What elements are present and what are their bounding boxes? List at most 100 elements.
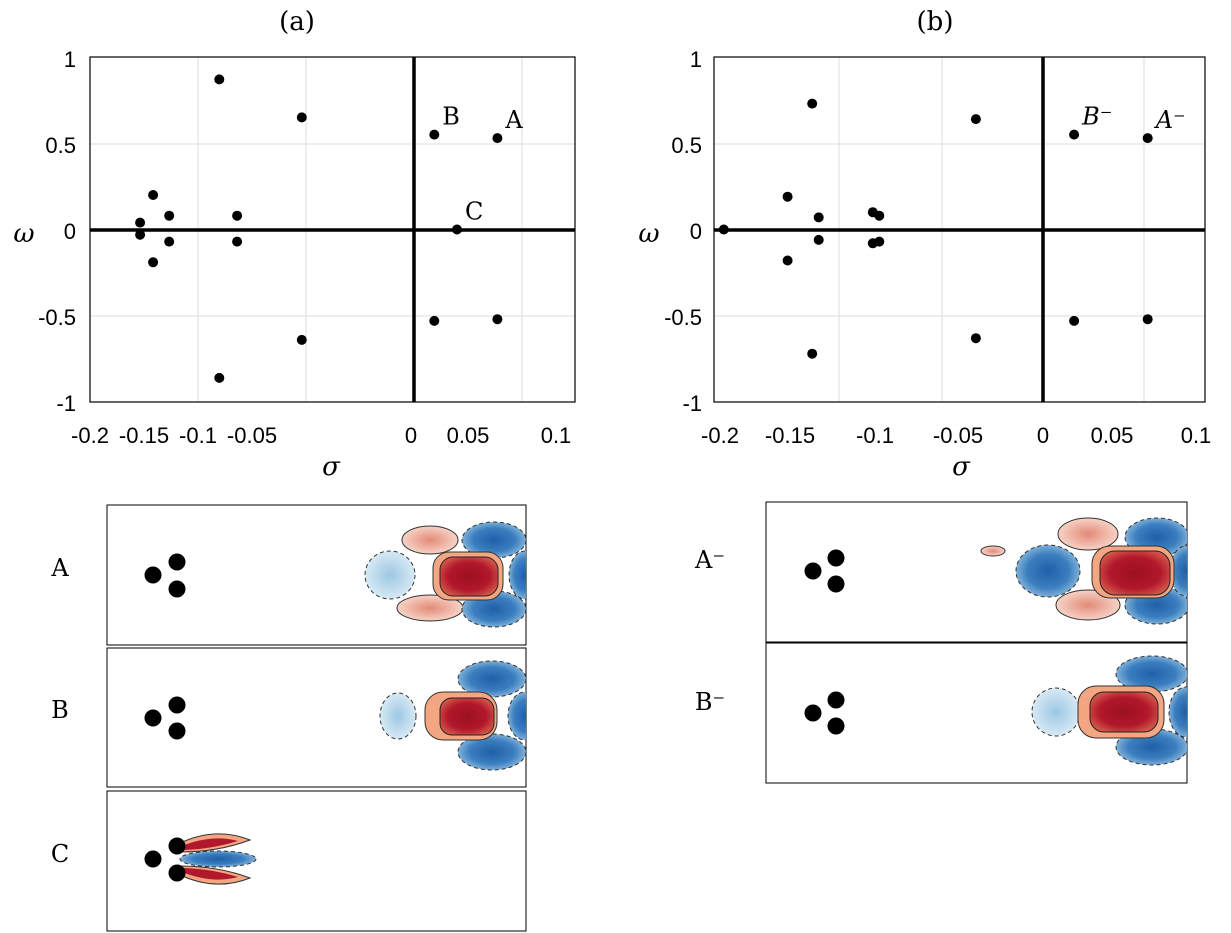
chart-a-ytick-label: -0.5 xyxy=(38,305,76,330)
chart-a-xlabel: σ xyxy=(322,452,341,482)
chart-a-point xyxy=(429,129,440,140)
chart-a-point xyxy=(214,372,225,383)
chart-a-point xyxy=(492,133,503,144)
cylinder xyxy=(144,566,162,584)
chart-b-point xyxy=(1142,133,1153,144)
chart-a-point xyxy=(135,229,146,240)
chart-a-point xyxy=(296,112,307,123)
cylinder xyxy=(168,837,186,855)
chart-a-point-label: B xyxy=(442,103,460,131)
mode-b-minus-panel: B⁻ xyxy=(695,642,1188,784)
cylinder xyxy=(168,864,186,882)
chart-b-xtick-label: -0.1 xyxy=(856,423,894,448)
mode-b-panel: B xyxy=(51,647,527,788)
chart-a-xtick-label: 0.1 xyxy=(541,423,572,448)
chart-b-point xyxy=(970,333,981,344)
mode-c-label: C xyxy=(51,840,69,868)
chart-a-xtick-label: -0.1 xyxy=(179,423,217,448)
mode-a-minus-field xyxy=(980,517,1187,625)
chart-a-xtick-label: 0.05 xyxy=(447,423,490,448)
chart-b-point xyxy=(874,210,885,221)
chart-b-point xyxy=(807,348,818,359)
mode-a-minus-frame xyxy=(765,501,1188,643)
chart-a-xtick-label: -0.15 xyxy=(119,423,169,448)
chart-b-point xyxy=(1142,314,1153,325)
mode-c-field xyxy=(177,833,257,885)
chart-a-yticks: 1 0.5 0 -0.5 -1 xyxy=(38,47,76,416)
mode-a-minus-label: A⁻ xyxy=(694,546,725,574)
chart-b-point-label: B⁻ xyxy=(1081,103,1112,131)
chart-a: (a) -0.2 -0.15 -0.1 -0.05 0 0.05 0.1 1 0… xyxy=(13,7,576,482)
chart-a-point xyxy=(492,314,503,325)
cylinder xyxy=(144,709,162,727)
mode-a-label: A xyxy=(50,554,69,582)
mode-b-minus-label: B⁻ xyxy=(695,688,725,716)
chart-b: (b) -0.2 -0.15 -0.1 -0.05 0 0.05 0.1 1 0… xyxy=(638,7,1211,482)
mode-b-label: B xyxy=(51,696,69,724)
chart-a-xticks: -0.2 -0.15 -0.1 -0.05 0 0.05 0.1 xyxy=(71,423,571,448)
chart-b-xtick-label: -0.2 xyxy=(701,423,739,448)
mode-a-minus-panel: A⁻ xyxy=(694,501,1188,643)
chart-a-ytick-label: 0 xyxy=(64,219,76,244)
chart-b-xticks: -0.2 -0.15 -0.1 -0.05 0 0.05 0.1 xyxy=(701,423,1211,448)
chart-a-point xyxy=(429,315,440,326)
chart-a-point xyxy=(135,217,146,228)
chart-a-xtick-label: 0 xyxy=(405,423,417,448)
chart-b-point xyxy=(718,224,729,235)
chart-b-point xyxy=(1069,129,1080,140)
chart-a-ylabel: ω xyxy=(13,219,34,249)
chart-b-xtick-label: 0.05 xyxy=(1091,423,1134,448)
chart-a-point xyxy=(452,224,462,235)
chart-b-xtick-label: 0.1 xyxy=(1181,423,1212,448)
chart-b-point-label: A⁻ xyxy=(1154,106,1186,134)
cylinder xyxy=(168,722,186,740)
chart-a-point xyxy=(232,210,243,221)
cylinder xyxy=(144,850,162,868)
mode-b-field xyxy=(379,660,526,771)
chart-a-ytick-label: 1 xyxy=(64,47,76,72)
chart-b-xtick-label: -0.15 xyxy=(765,423,815,448)
mode-a-panel: A xyxy=(50,504,527,646)
chart-a-points: B A C xyxy=(135,74,523,383)
cylinder xyxy=(827,575,845,593)
chart-a-point xyxy=(148,257,159,268)
cylinder xyxy=(804,704,822,722)
chart-a-point xyxy=(296,334,307,345)
mode-b-minus-field xyxy=(1031,655,1187,766)
chart-b-panel-label: (b) xyxy=(917,7,954,37)
chart-b-ytick-label: 1 xyxy=(690,47,702,72)
cylinder xyxy=(804,562,822,580)
chart-a-ytick-label: -1 xyxy=(56,391,76,416)
chart-b-ylabel: ω xyxy=(638,219,659,249)
chart-b-xtick-label: 0 xyxy=(1037,423,1049,448)
cylinder xyxy=(168,696,186,714)
chart-b-point xyxy=(874,236,885,247)
chart-b-point xyxy=(970,114,981,125)
cylinder xyxy=(827,691,845,709)
chart-b-point xyxy=(782,255,793,266)
chart-a-point xyxy=(164,236,175,247)
chart-a-ytick-label: 0.5 xyxy=(45,133,76,158)
chart-b-points: B⁻ A⁻ xyxy=(718,98,1186,359)
mode-c-frame xyxy=(106,790,527,932)
chart-b-yticks: 1 0.5 0 -0.5 -1 xyxy=(664,47,702,416)
chart-a-panel-label: (a) xyxy=(279,7,315,37)
cylinder xyxy=(827,717,845,735)
chart-b-point xyxy=(807,98,818,109)
chart-a-xtick-label: -0.05 xyxy=(227,423,277,448)
chart-a-point-label: A xyxy=(504,106,523,134)
chart-a-point xyxy=(164,210,175,221)
chart-a-point xyxy=(214,74,225,85)
cylinder xyxy=(827,549,845,567)
cylinder xyxy=(168,553,186,571)
chart-b-xtick-label: -0.05 xyxy=(933,423,983,448)
chart-b-point xyxy=(1069,315,1080,326)
chart-a-point xyxy=(232,236,243,247)
mode-c-panel: C xyxy=(51,790,527,932)
chart-b-ytick-label: 0.5 xyxy=(671,133,702,158)
chart-b-ytick-label: 0 xyxy=(690,219,702,244)
chart-b-point xyxy=(782,191,793,202)
chart-a-xtick-label: -0.2 xyxy=(71,423,109,448)
chart-b-xlabel: σ xyxy=(952,452,971,482)
